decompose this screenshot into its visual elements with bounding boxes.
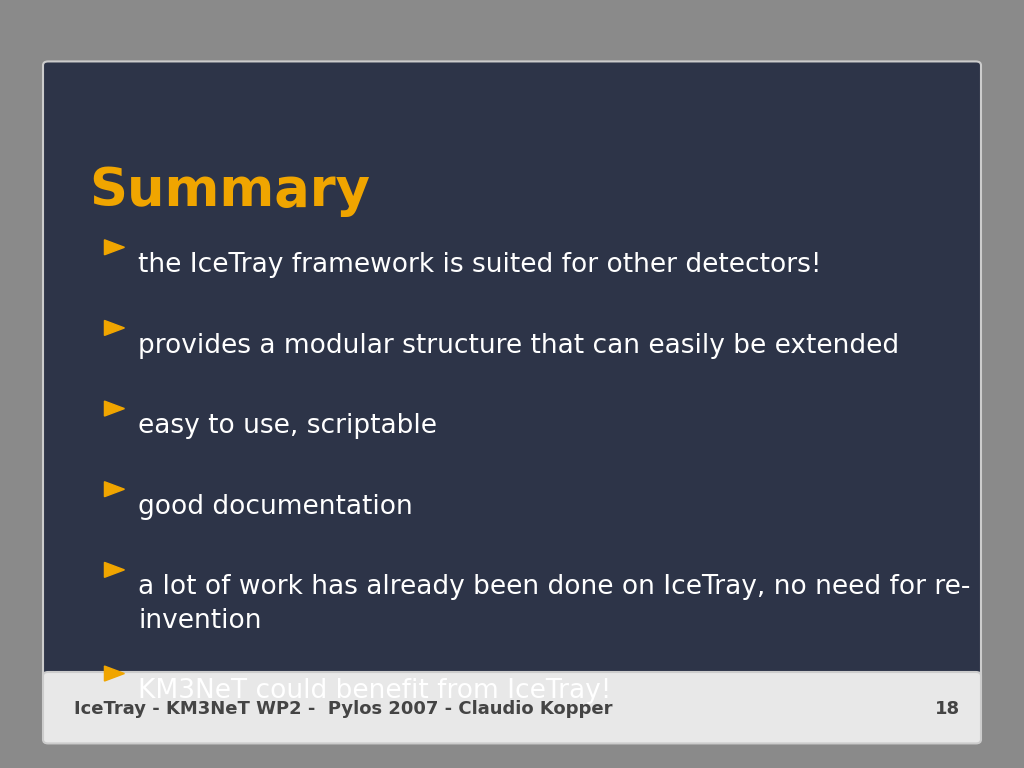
Text: IceTray - KM3NeT WP2 -  Pylos 2007 - Claudio Kopper: IceTray - KM3NeT WP2 - Pylos 2007 - Clau…: [74, 700, 612, 718]
Polygon shape: [104, 240, 125, 255]
Text: a lot of work has already been done on IceTray, no need for re-
invention: a lot of work has already been done on I…: [138, 574, 971, 634]
Text: provides a modular structure that can easily be extended: provides a modular structure that can ea…: [138, 333, 899, 359]
Text: Summary: Summary: [89, 165, 370, 217]
Polygon shape: [104, 666, 125, 681]
Polygon shape: [104, 401, 125, 416]
Text: KM3NeT could benefit from IceTray!: KM3NeT could benefit from IceTray!: [138, 678, 611, 704]
Polygon shape: [104, 320, 125, 336]
Text: easy to use, scriptable: easy to use, scriptable: [138, 413, 437, 439]
FancyBboxPatch shape: [43, 672, 981, 743]
Text: good documentation: good documentation: [138, 494, 413, 520]
Text: the IceTray framework is suited for other detectors!: the IceTray framework is suited for othe…: [138, 252, 821, 278]
Text: 18: 18: [935, 700, 961, 718]
Polygon shape: [104, 562, 125, 578]
FancyBboxPatch shape: [43, 61, 981, 684]
Polygon shape: [104, 482, 125, 497]
